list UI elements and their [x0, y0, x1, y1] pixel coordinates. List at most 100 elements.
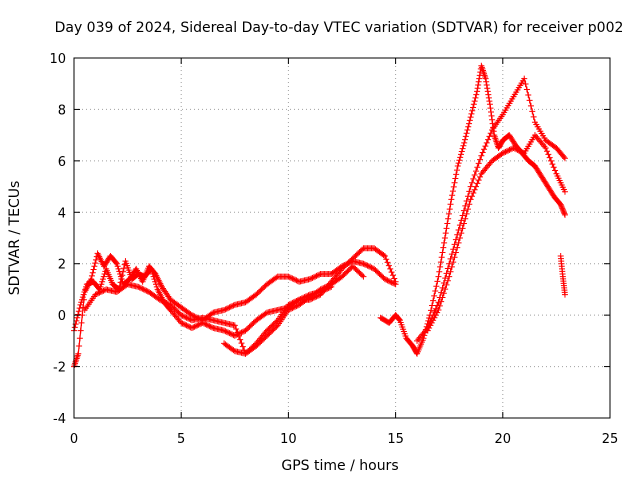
data-point [438, 289, 445, 296]
y-tick-label: -4 [53, 412, 66, 427]
data-point [221, 327, 228, 334]
data-point [475, 78, 482, 85]
data-point [186, 316, 193, 322]
data-point [317, 289, 324, 295]
data-point [483, 78, 490, 85]
data-point [522, 81, 529, 88]
data-point [442, 286, 449, 293]
data-point [75, 350, 82, 357]
data-point [518, 148, 525, 155]
data-point [450, 259, 457, 266]
data-point [242, 350, 249, 357]
data-point [355, 250, 362, 257]
plot-frame [73, 57, 611, 419]
data-point [473, 91, 480, 98]
data-point [101, 271, 108, 277]
data-point [466, 188, 473, 195]
data-point [251, 341, 258, 348]
data-point [482, 143, 489, 150]
data-point [459, 225, 466, 232]
data-point [361, 261, 368, 268]
data-point [477, 156, 484, 163]
data-point [439, 294, 446, 301]
data-point [285, 301, 292, 308]
data-point [93, 290, 100, 297]
data-point [427, 322, 434, 329]
data-point [466, 201, 473, 208]
chart-title: Day 039 of 2024, Sidereal Day-to-day VTE… [55, 20, 624, 36]
data-point [114, 263, 121, 270]
data-point [92, 291, 99, 298]
data-point [352, 265, 359, 272]
data-point [98, 281, 105, 288]
data-point [265, 326, 272, 333]
data-point [96, 289, 103, 296]
data-point [484, 88, 491, 95]
data-point [289, 275, 296, 282]
data-point [445, 215, 452, 222]
data-point [344, 268, 351, 275]
data-point [502, 148, 509, 155]
data-point [75, 311, 82, 318]
data-point [458, 230, 465, 237]
data-point [387, 278, 394, 285]
data-point [71, 324, 78, 331]
data-point [424, 327, 431, 334]
data-point [472, 94, 479, 101]
data-point [135, 283, 142, 290]
data-point [427, 307, 434, 314]
data-point [392, 281, 399, 288]
data-point [467, 183, 474, 190]
data-point [542, 145, 549, 151]
data-point [202, 321, 209, 328]
data-point [391, 280, 398, 287]
data-point [286, 306, 293, 313]
data-point [321, 287, 328, 294]
data-point [444, 265, 451, 272]
data-point [465, 123, 472, 130]
data-point [184, 315, 191, 322]
data-point [478, 152, 485, 159]
data-point [477, 173, 484, 180]
data-point [238, 340, 245, 347]
data-point [462, 133, 469, 140]
data-point [194, 322, 201, 329]
data-point [383, 256, 390, 263]
data-point [454, 244, 461, 251]
data-point [452, 236, 459, 243]
data-point [325, 285, 332, 292]
data-point [263, 327, 270, 334]
data-point [190, 324, 197, 331]
data-point [243, 326, 250, 333]
data-point [458, 217, 465, 224]
data-point [314, 272, 321, 279]
data-point [316, 271, 323, 278]
data-point [339, 263, 345, 270]
data-point [560, 154, 567, 160]
data-point [184, 323, 191, 330]
data-point [290, 304, 297, 311]
data-point [288, 274, 295, 281]
data-point [432, 312, 439, 319]
data-point [88, 276, 95, 283]
data-point [250, 343, 257, 349]
data-point [431, 308, 438, 315]
data-point [162, 299, 169, 306]
data-point [89, 269, 96, 276]
data-point [97, 289, 104, 295]
data-point [441, 235, 448, 241]
data-point [229, 331, 236, 338]
data-point [442, 275, 449, 282]
data-point [363, 262, 370, 268]
data-point [560, 208, 567, 214]
y-tick-label: 4 [58, 206, 66, 221]
data-point [561, 155, 568, 162]
series-arc-8 [557, 253, 568, 298]
data-point [347, 265, 354, 272]
data-point [385, 278, 392, 285]
data-point [250, 319, 257, 326]
data-point [475, 82, 482, 88]
data-point [100, 273, 107, 280]
data-point [188, 325, 195, 331]
